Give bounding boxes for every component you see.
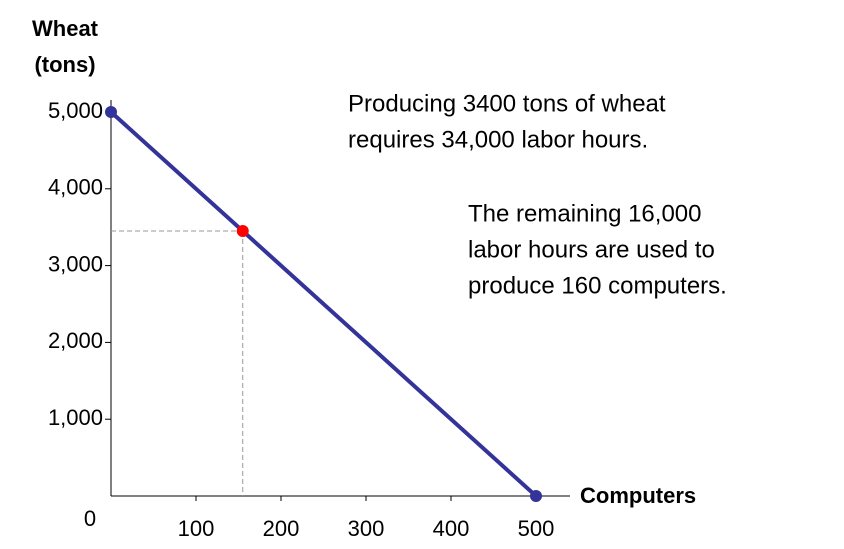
x-tick-label: 100 (178, 516, 215, 541)
y-tick-label: 4,000 (48, 175, 103, 200)
y-tick-label: 1,000 (48, 405, 103, 430)
y-axis-title: (tons) (34, 52, 95, 77)
x-tick-label: 500 (518, 516, 555, 541)
x-axis-title: Computers (580, 483, 696, 508)
y-tick-label: 5,000 (48, 98, 103, 123)
x-tick-label: 200 (263, 516, 300, 541)
annotation: requires 34,000 labor hours. (348, 126, 648, 153)
endpoint (530, 490, 542, 502)
origin-label: 0 (84, 506, 96, 531)
annotation: produce 160 computers. (468, 272, 727, 299)
endpoint (105, 106, 117, 118)
x-tick-label: 400 (433, 516, 470, 541)
annotation: The remaining 16,000 (468, 200, 701, 227)
annotation: labor hours are used to (468, 236, 715, 263)
x-tick-label: 300 (348, 516, 385, 541)
highlight-point (236, 225, 249, 238)
y-tick-label: 2,000 (48, 328, 103, 353)
annotation: Producing 3400 tons of wheat (348, 90, 666, 117)
y-axis-title: Wheat (32, 16, 99, 41)
series-line (109, 110, 538, 498)
y-tick-label: 3,000 (48, 251, 103, 276)
